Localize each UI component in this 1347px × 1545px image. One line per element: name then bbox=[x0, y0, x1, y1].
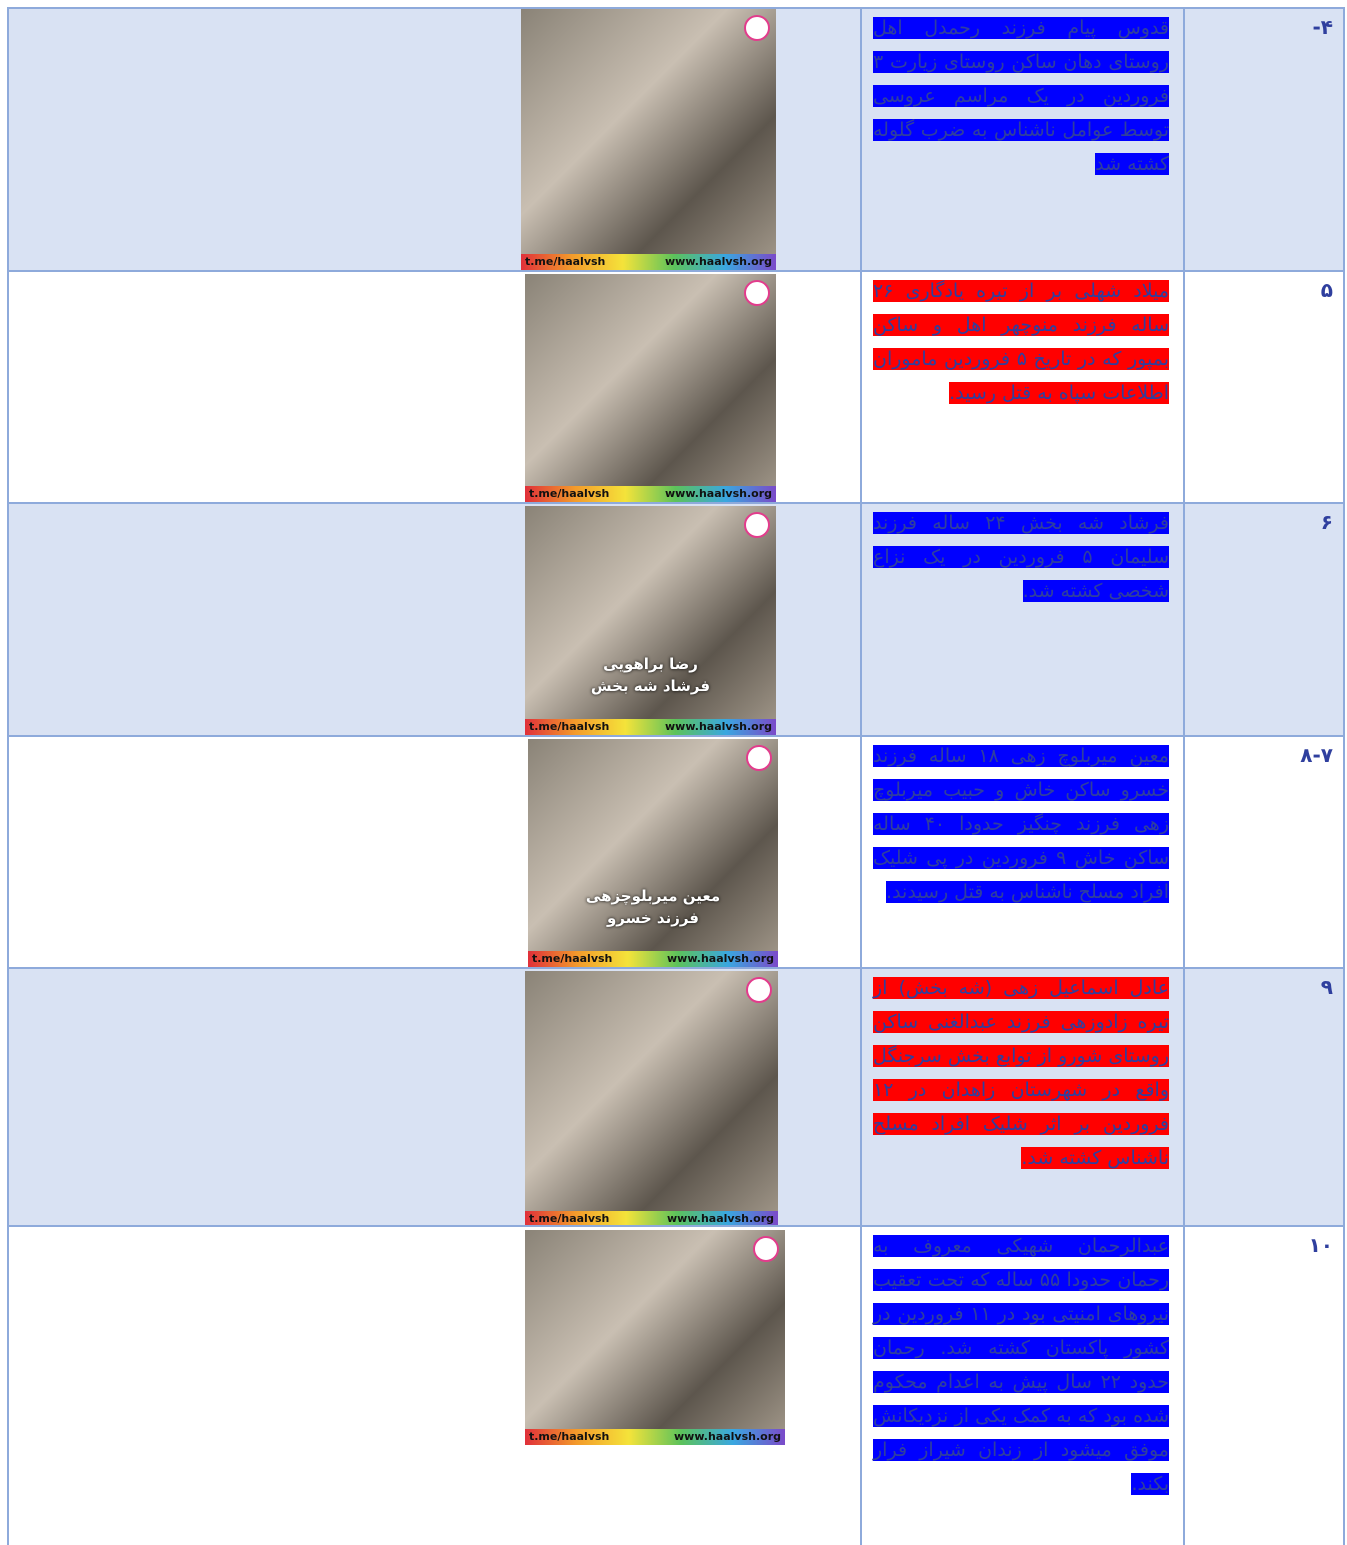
cell-border bbox=[7, 1227, 9, 1545]
description: معین میربلوچ زهی ۱۸ ساله فرزند خسرو ساکن… bbox=[873, 739, 1169, 909]
cell-border bbox=[1183, 504, 1185, 735]
highlighted-text: معین میربلوچ زهی ۱۸ ساله فرزند خسرو ساکن… bbox=[873, 745, 1169, 903]
logo bbox=[744, 280, 770, 306]
cell-border bbox=[7, 969, 9, 1225]
row-number: ۱۰ bbox=[1309, 1233, 1333, 1257]
cell-border bbox=[7, 504, 9, 735]
cell-border bbox=[1183, 9, 1185, 270]
highlighted-text: میلاد شهلی بر از تیره یادگاری ۲۶ ساله فر… bbox=[873, 280, 1169, 404]
row-number: ۸-۷ bbox=[1300, 743, 1333, 767]
logo bbox=[744, 512, 770, 538]
highlighted-text: عادل اسماعیل زهی (شه بخش) از تیره زادوزه… bbox=[873, 977, 1169, 1169]
cell-border bbox=[1183, 272, 1185, 502]
description: قدوس پیام فرزند رحمدل اهل روستای دهان سا… bbox=[873, 11, 1169, 181]
photo-caption: فرزند خسرو bbox=[528, 909, 778, 927]
table-row: ۹ عادل اسماعیل زهی (شه بخش) از تیره زادوز… bbox=[7, 967, 1345, 1225]
cell-border bbox=[1343, 504, 1345, 735]
cell-border bbox=[1183, 1227, 1185, 1545]
highlighted-text: قدوس پیام فرزند رحمدل اهل روستای دهان سا… bbox=[873, 17, 1169, 175]
description: عادل اسماعیل زهی (شه بخش) از تیره زادوزه… bbox=[873, 971, 1169, 1175]
cell-border bbox=[1343, 969, 1345, 1225]
cell-border bbox=[1343, 9, 1345, 270]
table-row: ۸-۷ معین میربلوچ زهی ۱۸ ساله فرزند خسرو س… bbox=[7, 735, 1345, 967]
cell-border bbox=[860, 737, 862, 967]
photo: معین میربلوچزهی فرزند خسرو t.me/haalvsh www… bbox=[528, 739, 778, 967]
watermark-telegram: t.me/haalvsh bbox=[532, 952, 612, 965]
cell-border bbox=[860, 969, 862, 1225]
description: فرشاد شه بخش ۲۴ ساله فرزند سلیمان ۵ فرور… bbox=[873, 506, 1169, 608]
row-number: -۴ bbox=[1312, 15, 1333, 39]
watermark-site: www.haalvsh.org bbox=[667, 1212, 774, 1225]
watermark-telegram: t.me/haalvsh bbox=[529, 720, 609, 733]
logo bbox=[753, 1236, 779, 1262]
photo-caption: معین میربلوچزهی bbox=[528, 887, 778, 905]
photo: t.me/haalvsh www.haalvsh.org bbox=[525, 1230, 785, 1445]
watermark-site: www.haalvsh.org bbox=[665, 487, 772, 500]
description: عبدالرحمان شهیکی معروف به رحمان حدودا ۵۵… bbox=[873, 1229, 1169, 1501]
cell-border bbox=[860, 9, 862, 270]
photo-caption: رضا براهویی bbox=[525, 655, 776, 673]
watermark: t.me/haalvsh www.haalvsh.org bbox=[525, 486, 776, 502]
watermark-site: www.haalvsh.org bbox=[667, 952, 774, 965]
watermark: t.me/haalvsh www.haalvsh.org bbox=[521, 254, 776, 270]
watermark-site: www.haalvsh.org bbox=[674, 1430, 781, 1443]
description: میلاد شهلی بر از تیره یادگاری ۲۶ ساله فر… bbox=[873, 274, 1169, 410]
cell-border bbox=[1183, 737, 1185, 967]
table-row: ۱۰ عبدالرحمان شهیکی معروف به رحمان حدودا … bbox=[7, 1225, 1345, 1545]
cell-border bbox=[860, 504, 862, 735]
cell-border bbox=[1343, 737, 1345, 967]
cell-border bbox=[860, 272, 862, 502]
watermark-telegram: t.me/haalvsh bbox=[529, 487, 609, 500]
logo bbox=[746, 745, 772, 771]
watermark-telegram: t.me/haalvsh bbox=[525, 255, 605, 268]
photo: t.me/haalvsh www.haalvsh.org bbox=[525, 971, 778, 1227]
table-row: ۶ فرشاد شه بخش ۲۴ ساله فرزند سلیمان ۵ فرو… bbox=[7, 502, 1345, 735]
watermark: t.me/haalvsh www.haalvsh.org bbox=[525, 719, 776, 735]
photo: t.me/haalvsh www.haalvsh.org bbox=[525, 274, 776, 502]
row-number: ۵ bbox=[1321, 278, 1333, 302]
photo-caption: فرشاد شه بخش bbox=[525, 677, 776, 695]
photo: رضا براهویی فرشاد شه بخش t.me/haalvsh www.h… bbox=[525, 506, 776, 735]
highlighted-text: عبدالرحمان شهیکی معروف به رحمان حدودا ۵۵… bbox=[873, 1235, 1169, 1495]
watermark: t.me/haalvsh www.haalvsh.org bbox=[528, 951, 778, 967]
cell-border bbox=[1183, 969, 1185, 1225]
watermark-telegram: t.me/haalvsh bbox=[529, 1212, 609, 1225]
watermark: t.me/haalvsh www.haalvsh.org bbox=[525, 1429, 785, 1445]
row-number: ۹ bbox=[1321, 975, 1333, 999]
logo bbox=[746, 977, 772, 1003]
cell-border bbox=[7, 272, 9, 502]
cell-border bbox=[7, 9, 9, 270]
cell-border bbox=[1343, 272, 1345, 502]
photo: t.me/haalvsh www.haalvsh.org bbox=[521, 9, 776, 270]
document: -۴ قدوس پیام فرزند رحمدل اهل روستای دهان … bbox=[0, 0, 1347, 1545]
logo bbox=[744, 15, 770, 41]
table-row: ۵ میلاد شهلی بر از تیره یادگاری ۲۶ ساله ف… bbox=[7, 270, 1345, 502]
cell-border bbox=[7, 737, 9, 967]
highlighted-text: فرشاد شه بخش ۲۴ ساله فرزند سلیمان ۵ فرور… bbox=[873, 512, 1169, 602]
table-row: -۴ قدوس پیام فرزند رحمدل اهل روستای دهان … bbox=[7, 7, 1345, 270]
row-number: ۶ bbox=[1321, 510, 1333, 534]
watermark-site: www.haalvsh.org bbox=[665, 720, 772, 733]
cell-border bbox=[1343, 1227, 1345, 1545]
watermark-site: www.haalvsh.org bbox=[665, 255, 772, 268]
cell-border bbox=[860, 1227, 862, 1545]
watermark-telegram: t.me/haalvsh bbox=[529, 1430, 609, 1443]
